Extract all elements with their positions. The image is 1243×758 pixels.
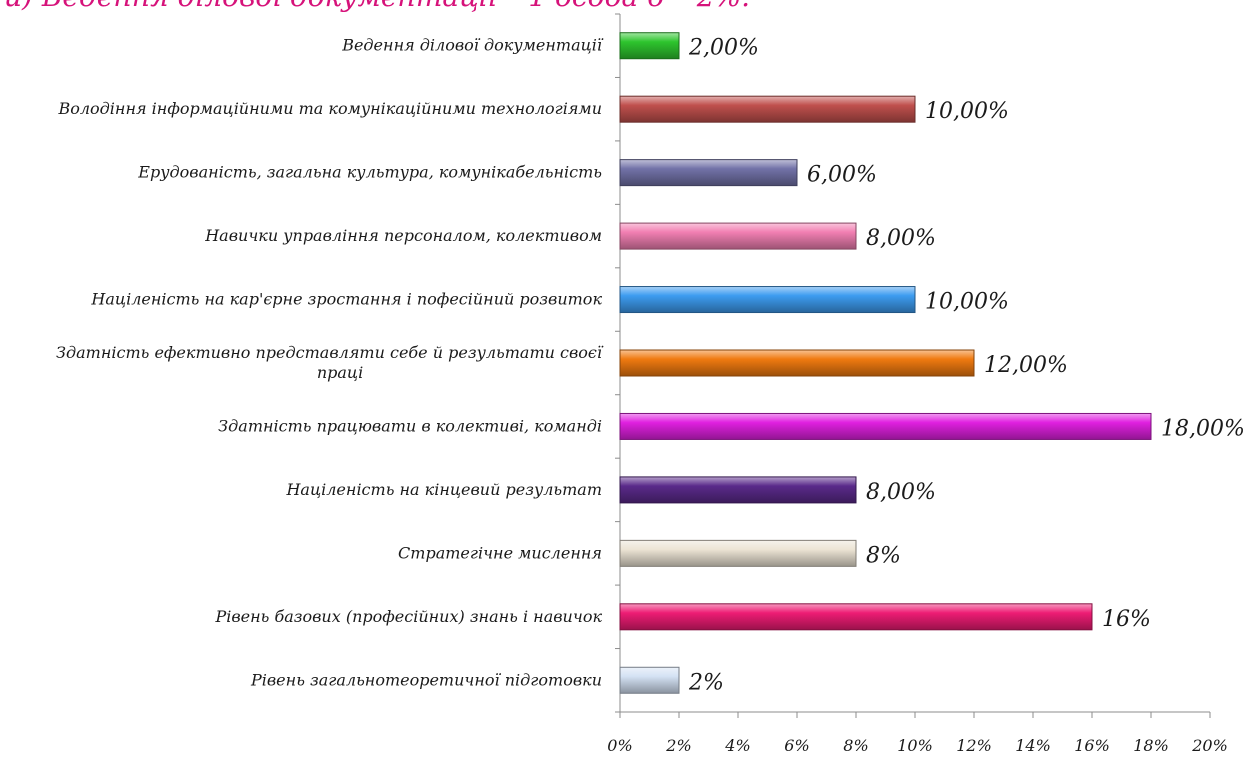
data-label: 8,00% [866, 480, 936, 505]
data-label: 12,00% [984, 353, 1068, 378]
category-label: Рівень базових (професійних) знань і нав… [214, 607, 602, 626]
data-label: 16% [1102, 607, 1151, 632]
category-label: Володіння інформаційними та комунікаційн… [57, 99, 602, 118]
category-label: Здатність працювати в колективі, команді [218, 416, 602, 435]
category-label: Націленість на кінцевий результат [285, 480, 602, 499]
x-tick-label: 20% [1191, 736, 1228, 755]
data-label: 10,00% [925, 290, 1009, 315]
category-label: Навички управління персоналом, колективо… [204, 226, 602, 245]
data-label: 8% [866, 543, 901, 568]
bar [619, 539, 857, 567]
x-tick-label: 14% [1015, 736, 1051, 755]
category-label: Ведення ділової документації [341, 36, 604, 55]
data-label: 2% [688, 670, 724, 695]
bar [619, 603, 1093, 631]
data-label: 18,00% [1161, 416, 1243, 441]
x-tick-label: 16% [1074, 736, 1110, 755]
bar [619, 222, 857, 250]
category-label: Ерудованість, загальна культура, комунік… [137, 163, 602, 182]
bar [619, 286, 916, 314]
x-tick-label: 12% [956, 736, 992, 755]
bar [619, 666, 680, 694]
x-tick-label: 4% [724, 736, 750, 755]
bar [619, 476, 857, 504]
bar [619, 349, 975, 377]
bar [619, 32, 680, 60]
x-tick-label: 10% [897, 736, 933, 755]
x-tick-label: 2% [665, 736, 691, 755]
data-label: 2,00% [688, 36, 759, 61]
data-label: 8,00% [866, 226, 936, 251]
data-label: 10,00% [925, 99, 1009, 124]
category-label: Здатність ефективно представляти себе й … [56, 343, 604, 362]
bar [619, 412, 1152, 440]
category-label: Націленість на кар'єрне зростання і пофе… [90, 290, 602, 309]
x-tick-label: 0% [607, 736, 632, 755]
bar [619, 95, 916, 123]
x-tick-label: 6% [784, 736, 809, 755]
category-label: Стратегічне мислення [398, 543, 602, 562]
bar [619, 159, 798, 187]
category-label: праці [317, 363, 363, 382]
x-tick-label: 18% [1133, 736, 1169, 755]
data-label: 6,00% [807, 163, 877, 188]
x-tick-label: 8% [843, 736, 868, 755]
category-label: Рівень загальнотеоретичної підготовки [250, 670, 602, 689]
